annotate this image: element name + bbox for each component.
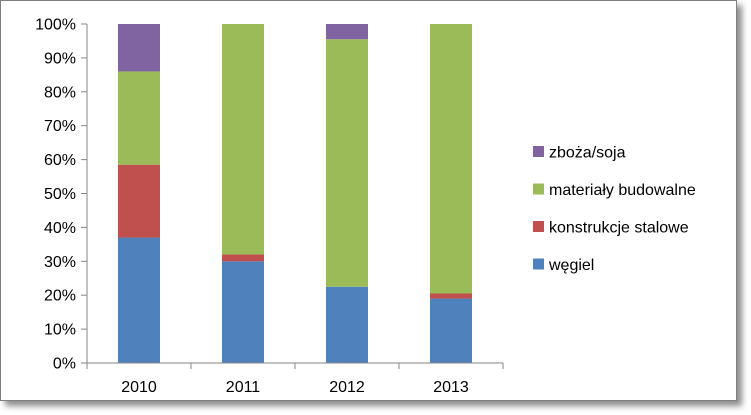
legend-label: węgiel	[548, 257, 594, 274]
legend-label: materiały budowalne	[549, 182, 696, 199]
x-tick-label: 2013	[433, 379, 469, 396]
bar-segment-2013-s2	[430, 24, 472, 294]
x-tick-label: 2011	[226, 379, 261, 396]
legend-label: zboża/soja	[549, 145, 626, 162]
y-tick-label: 40%	[44, 220, 76, 237]
bars-layer	[118, 24, 472, 363]
legend-label: konstrukcje stalowe	[549, 220, 689, 237]
x-tick-label: 2010	[121, 379, 157, 396]
bar-segment-2011-s2	[222, 24, 264, 255]
bar-segment-2012-s2	[326, 39, 368, 287]
y-tick-label: 30%	[44, 254, 76, 271]
bar-segment-2011-s0	[222, 261, 264, 363]
y-tick-label: 100%	[35, 17, 76, 34]
legend-swatch	[533, 146, 544, 157]
y-tick-label: 10%	[44, 322, 76, 339]
y-tick-label: 80%	[44, 84, 76, 101]
legend: zboża/soja materiały budowalne konstrukcje…	[533, 145, 696, 274]
y-tick-label: 90%	[44, 50, 76, 67]
bar-segment-2010-s0	[118, 237, 160, 363]
bar-segment-2010-s1	[118, 164, 160, 238]
axis-layer: 2010 2011 2012 2013 0% 10% 20% 30% 40% 50% 60% 70% 8…	[35, 17, 504, 396]
y-tick-label: 50%	[44, 186, 76, 203]
bar-segment-2010-s3	[118, 24, 160, 72]
y-tick-label: 0%	[53, 356, 76, 373]
bar-segment-2012-s0	[326, 286, 368, 363]
y-tick-label: 60%	[44, 152, 76, 169]
bar-segment-2010-s2	[118, 71, 160, 165]
bar-segment-2011-s1	[222, 254, 264, 262]
x-tick-label: 2012	[329, 379, 365, 396]
bar-segment-2013-s0	[430, 298, 472, 363]
y-tick-label: 70%	[44, 118, 76, 135]
legend-swatch	[533, 221, 544, 232]
legend-swatch	[533, 258, 544, 270]
bar-segment-2012-s3	[326, 24, 368, 40]
y-tick-label: 20%	[44, 288, 76, 305]
bar-segment-2013-s1	[430, 293, 472, 299]
legend-swatch	[533, 183, 544, 195]
